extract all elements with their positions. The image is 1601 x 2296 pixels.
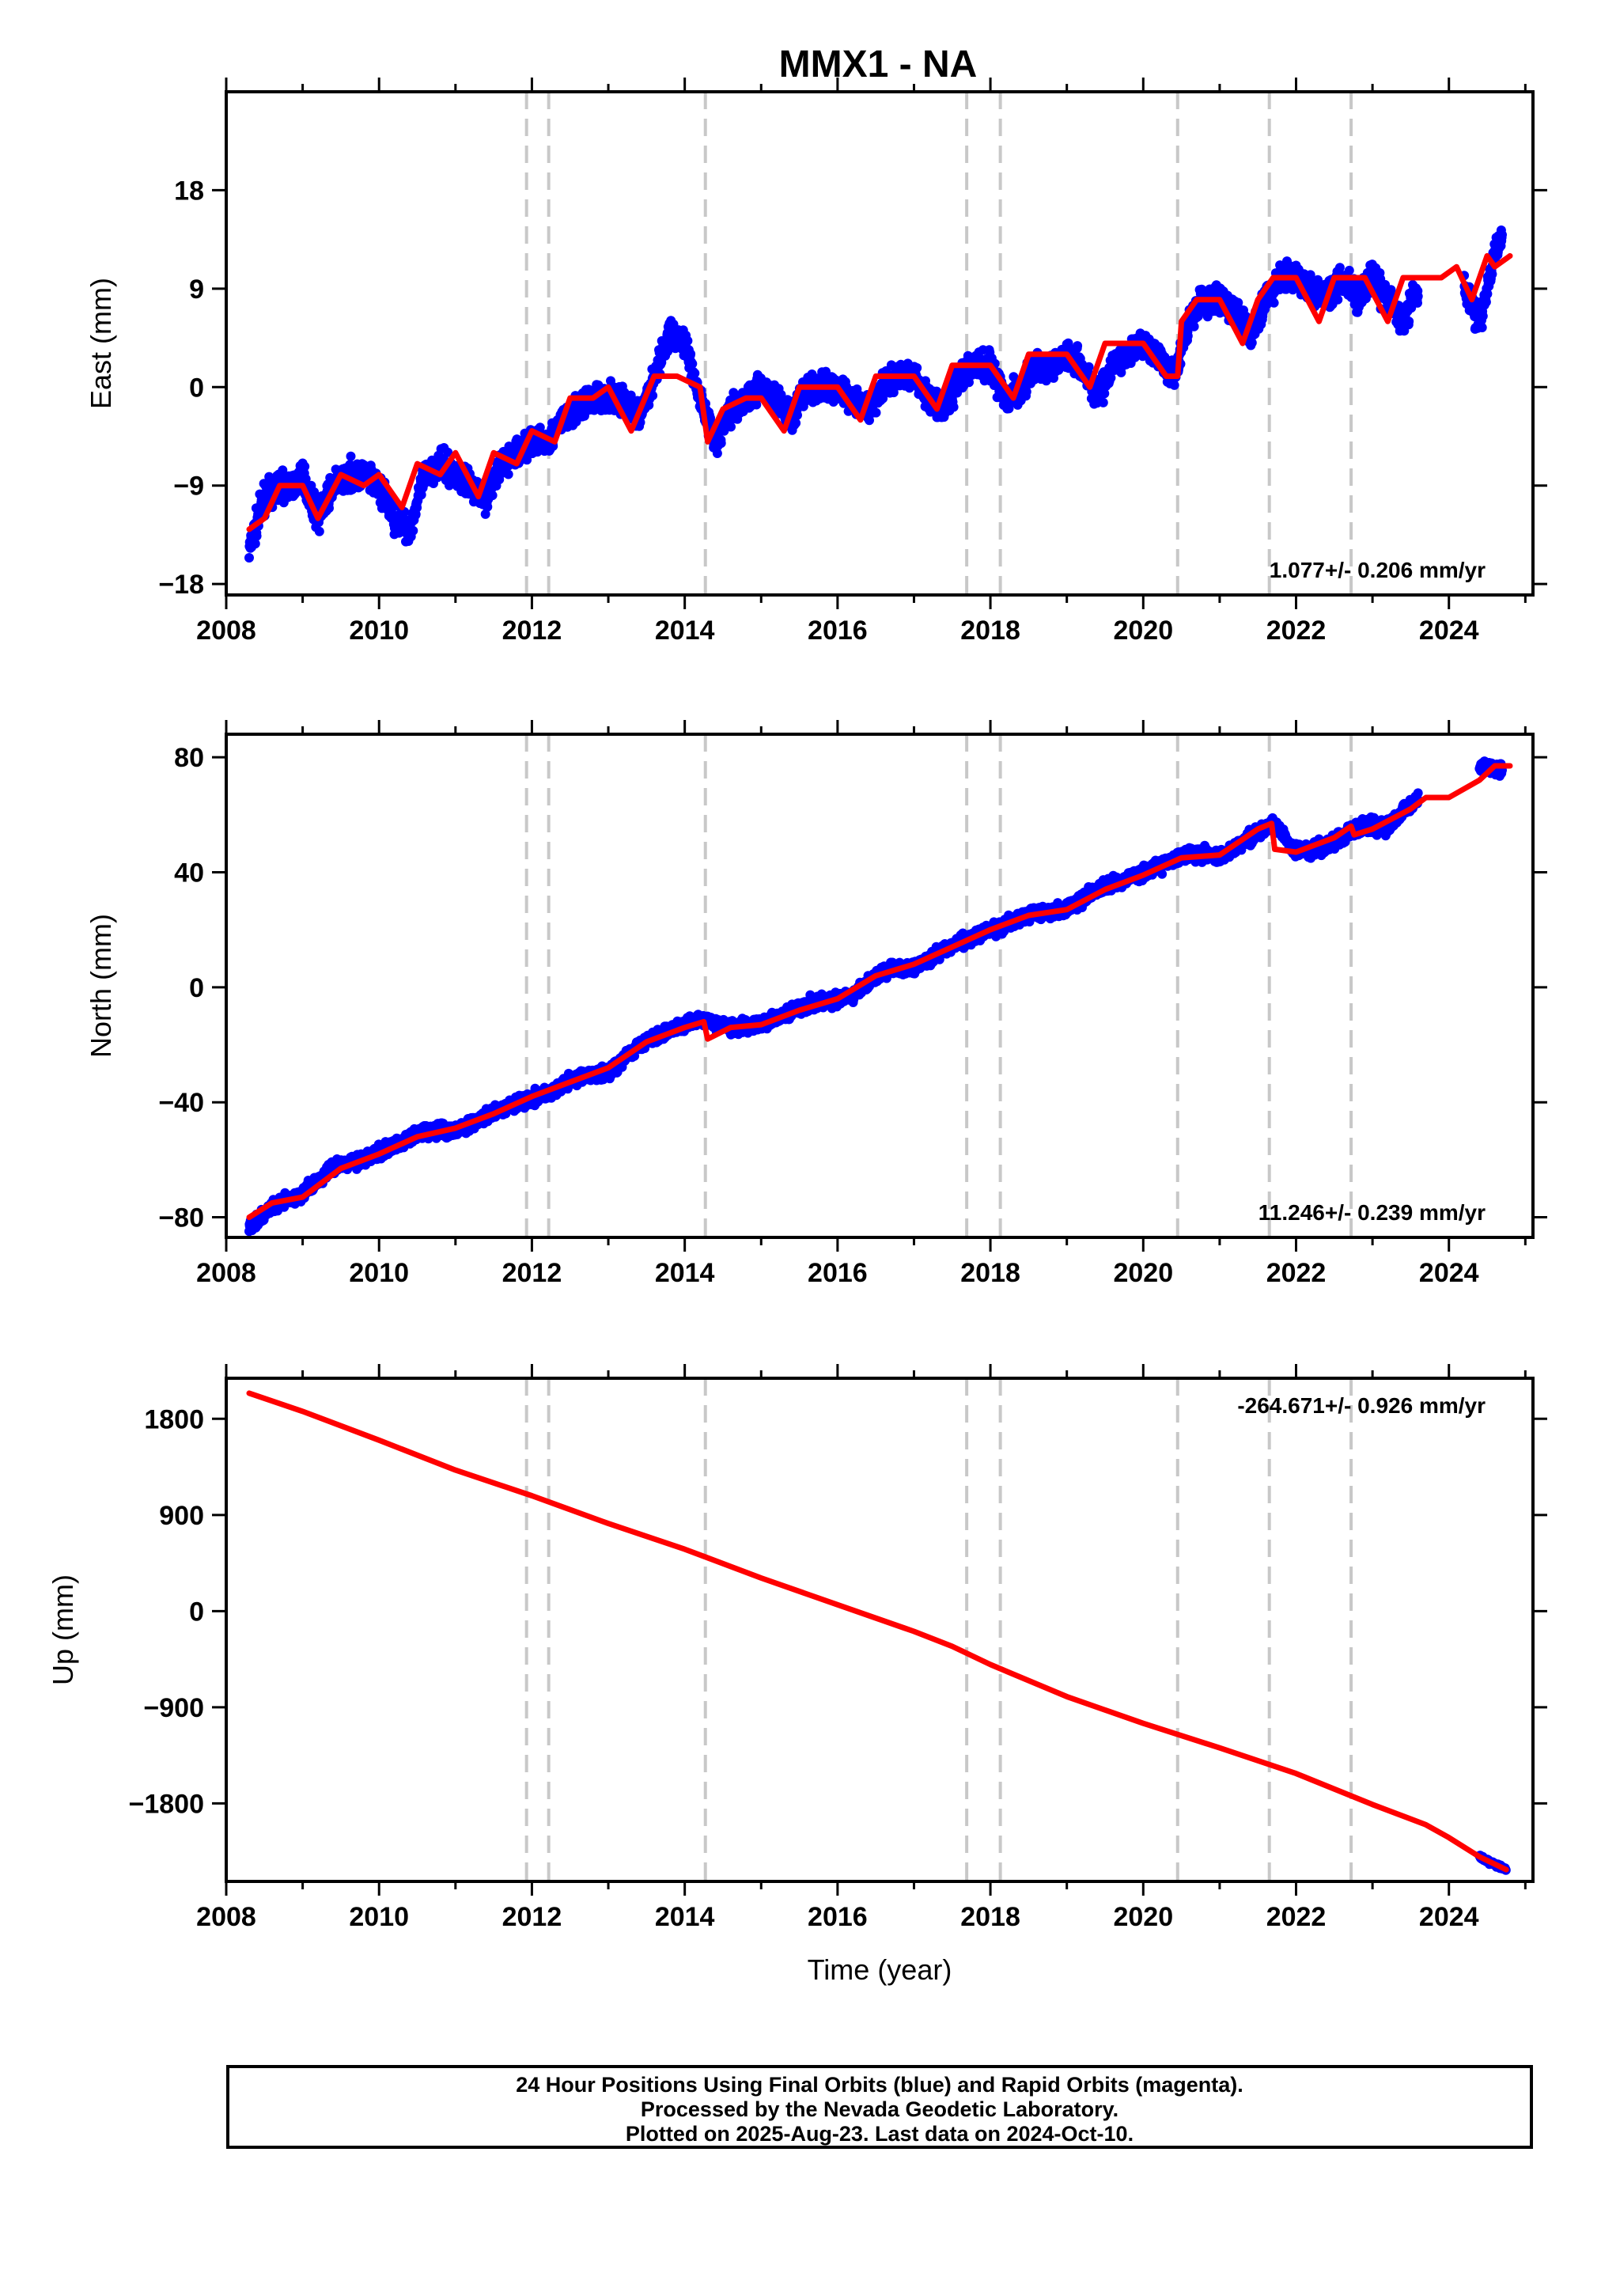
data-point (726, 422, 736, 432)
data-points-east (244, 225, 1507, 563)
x-tick-label: 2020 (1113, 616, 1173, 646)
data-point (244, 553, 254, 563)
data-point (443, 447, 453, 457)
data-point (250, 539, 260, 549)
y-axis-label-east: East (mm) (85, 278, 117, 409)
data-point (793, 410, 802, 420)
data-point (1021, 387, 1031, 397)
data-point (1477, 323, 1487, 332)
data-point (871, 407, 881, 418)
data-point (648, 391, 658, 400)
data-point (1481, 297, 1491, 307)
chart-title: MMX1 - NA (779, 44, 978, 85)
y-tick-label: −18 (158, 570, 204, 600)
time-series-figure: MMX1 - NA 2008 2010 2012 2014 2016 2018 2020 20… (47, 44, 1547, 1986)
plot-frame-east (225, 90, 1535, 597)
data-point (687, 358, 698, 369)
data-point (408, 525, 418, 536)
data-point (1098, 397, 1108, 407)
data-point (948, 402, 959, 412)
data-point (480, 509, 490, 519)
data-points-north (244, 756, 1507, 1237)
x-tick-label: 2012 (502, 616, 562, 646)
x-tick-label: 2016 (808, 616, 868, 646)
y-tick-label: −9 (173, 472, 204, 502)
x-tick-label: 2024 (1419, 616, 1479, 646)
data-point (300, 461, 310, 472)
data-point (791, 418, 801, 428)
data-point (663, 347, 673, 357)
data-point (1333, 294, 1343, 305)
data-point (346, 451, 356, 461)
y-tick-label: 9 (189, 275, 204, 305)
data-point (686, 349, 696, 359)
data-point (252, 531, 262, 541)
data-point (487, 491, 498, 501)
data-point (314, 526, 324, 536)
data-point (503, 469, 513, 479)
data-point (1487, 269, 1497, 279)
data-point (483, 502, 493, 512)
data-point (1497, 229, 1507, 240)
y-tick-label: 18 (174, 176, 204, 206)
panel-north: 2008 2010 2012 2014 2016 2018 2020 2022 2024−80−… (85, 720, 1547, 1288)
data-point (712, 449, 722, 458)
data-point (1478, 311, 1488, 321)
data-point (522, 455, 532, 465)
data-point (1073, 341, 1083, 351)
x-tick-label: 2014 (655, 616, 715, 646)
data-point (1404, 316, 1414, 327)
data-point (1413, 291, 1423, 301)
data-point (1344, 265, 1354, 275)
data-point (1169, 380, 1179, 390)
data-point (716, 438, 726, 449)
x-tick-label: 2018 (960, 616, 1020, 646)
data-point (912, 363, 922, 373)
data-point (1269, 297, 1279, 308)
y-tick-label: 0 (189, 373, 204, 403)
x-tick-label: 2010 (349, 616, 409, 646)
data-point (690, 368, 700, 378)
data-point (1183, 331, 1193, 341)
x-tick-label: 2022 (1266, 616, 1327, 646)
panel-east: 2008 2010 2012 2014 2016 2018 2020 2022 2024 −18 −… (85, 78, 1547, 646)
x-tick-label: 2008 (196, 616, 256, 646)
data-point (683, 335, 693, 346)
rate-label-east: 1.077+/- 0.206 mm/yr (1270, 558, 1486, 582)
